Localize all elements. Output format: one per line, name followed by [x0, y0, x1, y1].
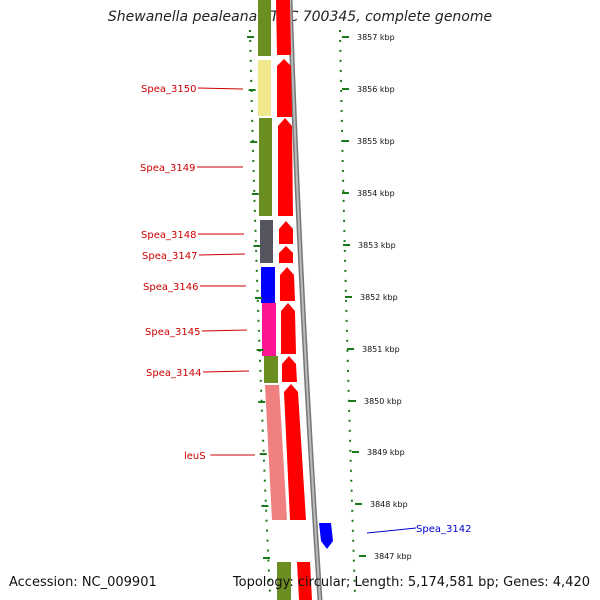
cog-block — [260, 220, 273, 263]
cog-block — [261, 267, 275, 303]
gene-arrow — [279, 221, 293, 244]
accession-label: Accession: NC_009901 — [9, 575, 157, 590]
map-title: Shewanella pealeana ATCC 700345, complet… — [107, 9, 493, 25]
gene-label-leader — [366, 527, 417, 534]
gene-label-spea_3145: Spea_3145 — [145, 327, 200, 338]
gene-arrow — [281, 303, 296, 354]
genome-summary: Topology: circular; Length: 5,174,581 bp… — [232, 575, 590, 590]
kbp-tick-label: 3851 kbp — [362, 345, 400, 354]
cog-block — [259, 118, 272, 216]
left-ticks — [247, 36, 270, 559]
gene-arrow-track — [276, 0, 312, 600]
gene-label-spea_3142: Spea_3142 — [416, 524, 471, 535]
kbp-tick-label: 3854 kbp — [357, 189, 395, 198]
kbp-tick-label: 3848 kbp — [370, 500, 408, 509]
cog-block — [258, 60, 271, 116]
kbp-tick-label: 3855 kbp — [357, 137, 395, 146]
gene-arrow — [282, 356, 297, 382]
gene-label-leader — [197, 87, 244, 90]
gene-label-spea_3150: Spea_3150 — [141, 84, 196, 95]
gene-label-leader — [202, 370, 250, 373]
kbp-scale: 3857 kbp 3856 kbp 3855 kbp 3854 kbp 3853 kbp… — [342, 33, 412, 561]
kbp-tick-label: 3853 kbp — [358, 241, 396, 250]
cog-block — [265, 385, 287, 520]
gene-arrow-forward — [319, 523, 333, 549]
gene-label-spea_3147: Spea_3147 — [142, 251, 197, 262]
cog-block — [262, 303, 276, 356]
gene-arrow — [280, 267, 295, 301]
gene-label-leader — [201, 329, 248, 332]
gene-arrow — [284, 384, 306, 520]
gene-label-spea_3149: Spea_3149 — [140, 163, 195, 174]
gene-label-leus: leuS — [184, 451, 206, 462]
kbp-tick-label: 3857 kbp — [357, 33, 395, 42]
kbp-tick-label: 3852 kbp — [360, 293, 398, 302]
kbp-tick-label: 3856 kbp — [357, 85, 395, 94]
kbp-tick-label: 3850 kbp — [364, 397, 402, 406]
kbp-tick-label: 3849 kbp — [367, 448, 405, 457]
cog-block — [258, 0, 271, 56]
gene-arrow — [276, 0, 291, 55]
gene-arrow — [297, 562, 312, 600]
cog-block — [264, 356, 278, 383]
gene-label-spea_3148: Spea_3148 — [141, 230, 196, 241]
dotted-guide-outer — [339, 29, 356, 596]
gene-arrow — [277, 59, 292, 117]
gene-label-leader — [198, 253, 246, 256]
gene-labels: Spea_3150 Spea_3149 Spea_3148 Spea_3147 Spea… — [140, 84, 471, 535]
cog-feature-track — [258, 0, 291, 600]
kbp-tick-label: 3847 kbp — [374, 552, 412, 561]
gene-arrow — [279, 246, 293, 263]
gene-label-spea_3146: Spea_3146 — [143, 282, 198, 293]
gene-label-spea_3144: Spea_3144 — [146, 368, 201, 379]
gene-arrow — [278, 118, 293, 216]
cog-block — [277, 562, 291, 600]
